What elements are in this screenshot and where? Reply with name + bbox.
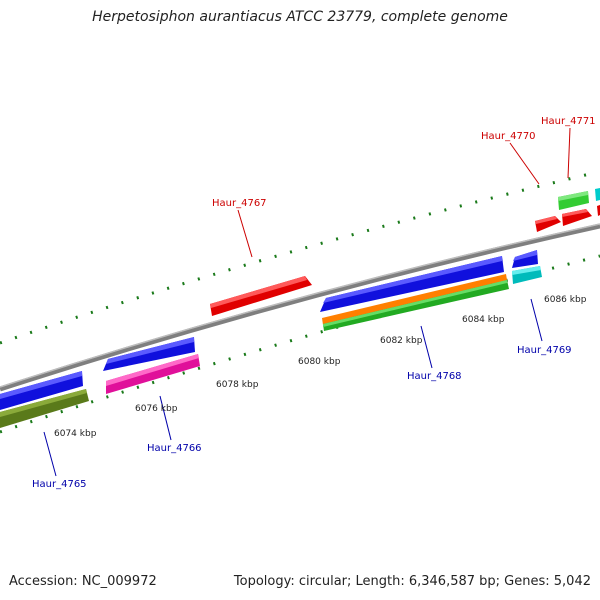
- gene-haur-4767[interactable]: [210, 276, 312, 316]
- gene-haur-4770[interactable]: [535, 216, 561, 232]
- scale-label: 6082 kbp: [380, 336, 423, 346]
- scale-label: 6076 kbp: [135, 404, 178, 414]
- scale-label: 6084 kbp: [462, 315, 505, 325]
- feature-olive-4765[interactable]: [0, 389, 89, 428]
- outer-tick-ring: [0, 170, 599, 345]
- feature-orange-4768[interactable]: [322, 274, 507, 325]
- gene-haur-4769[interactable]: [512, 250, 538, 268]
- gene-haur-4766[interactable]: [103, 337, 195, 371]
- scale-label: 6086 kbp: [544, 295, 587, 305]
- gene-label-haur-4769[interactable]: Haur_4769: [517, 345, 572, 356]
- gene-label-haur-4766[interactable]: Haur_4766: [147, 443, 202, 454]
- scale-label: 6078 kbp: [216, 380, 259, 390]
- leader-lines: [43, 127, 571, 477]
- gene-label-haur-4771[interactable]: Haur_4771: [541, 116, 596, 127]
- feature-cyan-edge[interactable]: [595, 188, 600, 201]
- gene-haur-4768[interactable]: [320, 256, 504, 312]
- gene-label-haur-4770[interactable]: Haur_4770: [481, 131, 536, 142]
- genome-backbone: [0, 223, 600, 392]
- accession-text: Accession: NC_009972: [9, 574, 157, 589]
- gene-label-haur-4765[interactable]: Haur_4765: [32, 479, 87, 490]
- gene-red-edge[interactable]: [597, 205, 600, 216]
- gene-label-haur-4768[interactable]: Haur_4768: [407, 371, 462, 382]
- map-title: Herpetosiphon aurantiacus ATCC 23779, co…: [92, 9, 508, 25]
- gene-labels: Haur_4765 Haur_4766 Haur_4767 Haur_4768 …: [32, 116, 596, 490]
- summary-text: Topology: circular; Length: 6,346,587 bp…: [233, 574, 591, 589]
- scale-labels: 6074 kbp 6076 kbp 6078 kbp 6080 kbp 6082…: [54, 295, 587, 439]
- feature-green-4771[interactable]: [558, 191, 589, 210]
- gene-label-haur-4767[interactable]: Haur_4767: [212, 198, 267, 209]
- scale-label: 6074 kbp: [54, 429, 97, 439]
- gene-haur-4765[interactable]: [0, 371, 83, 410]
- feature-cyan-4769[interactable]: [512, 266, 542, 284]
- feature-pink-4766[interactable]: [106, 354, 200, 394]
- gene-haur-4771[interactable]: [562, 209, 592, 226]
- feature-green-4768[interactable]: [323, 280, 509, 331]
- scale-label: 6080 kbp: [298, 357, 341, 367]
